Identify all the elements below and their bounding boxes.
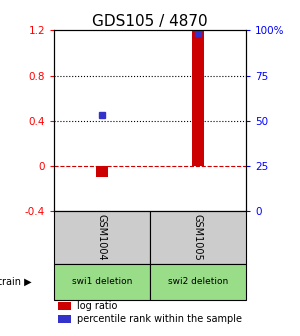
Text: percentile rank within the sample: percentile rank within the sample [77,314,242,324]
Bar [54,264,150,300]
Title: GDS105 / 4870: GDS105 / 4870 [92,14,208,29]
Text: log ratio: log ratio [77,301,117,311]
Text: swi2 deletion: swi2 deletion [168,277,228,286]
Text: GSM1005: GSM1005 [193,214,203,261]
Bar [58,302,71,310]
Bar [58,316,71,323]
Text: strain ▶: strain ▶ [0,277,31,287]
Bar [150,211,246,264]
Text: swi1 deletion: swi1 deletion [72,277,132,286]
Bar [192,31,204,166]
Text: GSM1004: GSM1004 [97,214,107,261]
Bar [96,166,108,177]
Bar [54,211,150,264]
Bar [150,264,246,300]
